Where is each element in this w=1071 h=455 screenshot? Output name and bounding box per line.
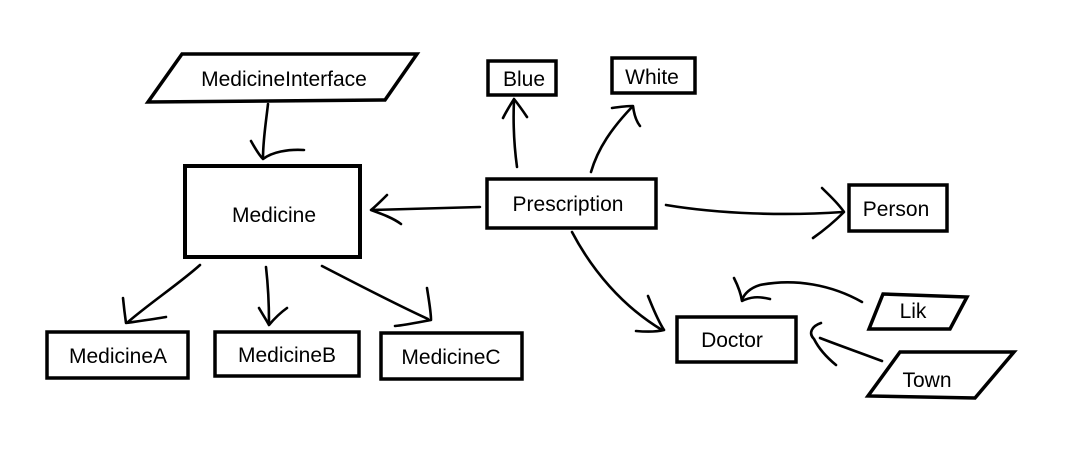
node-label: Doctor — [701, 329, 763, 352]
node-label: Town — [902, 369, 951, 392]
edge-medicineinterface-to-medicine — [249, 102, 306, 161]
parallelogram-shape — [144, 52, 421, 104]
box-shape — [213, 330, 361, 378]
box-shape — [847, 183, 949, 233]
node-medicine[interactable]: Medicine — [183, 164, 362, 259]
box-shape — [485, 177, 658, 230]
node-white[interactable]: White — [610, 56, 697, 95]
box-shape — [45, 330, 190, 380]
parallelogram-shape — [866, 292, 970, 331]
node-label: Blue — [503, 68, 545, 91]
box-shape — [486, 59, 558, 97]
box-shape — [379, 331, 524, 381]
node-medicineinterface[interactable]: MedicineInterface — [144, 52, 421, 104]
box-shape — [610, 56, 697, 95]
node-label: MedicineB — [238, 344, 336, 367]
edge-prescription-to-medicine — [369, 193, 482, 226]
node-label: MedicineC — [401, 346, 500, 369]
edge-lik-to-doctor — [732, 276, 864, 304]
node-label: Person — [863, 198, 930, 221]
node-town[interactable]: Town — [864, 350, 1018, 400]
node-person[interactable]: Person — [847, 183, 949, 233]
edge-medicine-to-medicinea — [121, 263, 202, 325]
node-label: Lik — [900, 300, 927, 323]
node-label: Prescription — [513, 193, 624, 216]
node-label: MedicineA — [69, 345, 167, 368]
box-shape — [183, 164, 362, 259]
edges — [121, 97, 884, 367]
node-label: Medicine — [232, 204, 316, 227]
edge-prescription-to-white — [589, 104, 642, 174]
node-prescription[interactable]: Prescription — [485, 177, 658, 230]
node-lik[interactable]: Lik — [866, 292, 970, 331]
node-label: MedicineInterface — [201, 68, 367, 91]
edge-medicine-to-medicineb — [257, 265, 289, 327]
edge-medicine-to-medicinec — [320, 264, 433, 328]
edge-prescription-to-person — [664, 186, 846, 240]
edge-town-to-doctor — [809, 321, 884, 367]
node-blue[interactable]: Blue — [486, 59, 558, 97]
node-medicinec[interactable]: MedicineC — [379, 331, 524, 381]
node-medicinea[interactable]: MedicineA — [45, 330, 190, 380]
node-medicineb[interactable]: MedicineB — [213, 330, 361, 378]
edge-prescription-to-blue — [501, 97, 529, 169]
node-doctor[interactable]: Doctor — [675, 315, 798, 364]
edge-prescription-to-doctor — [570, 230, 666, 333]
parallelogram-shape — [864, 350, 1018, 400]
node-label: White — [625, 66, 679, 89]
box-shape — [675, 315, 798, 364]
